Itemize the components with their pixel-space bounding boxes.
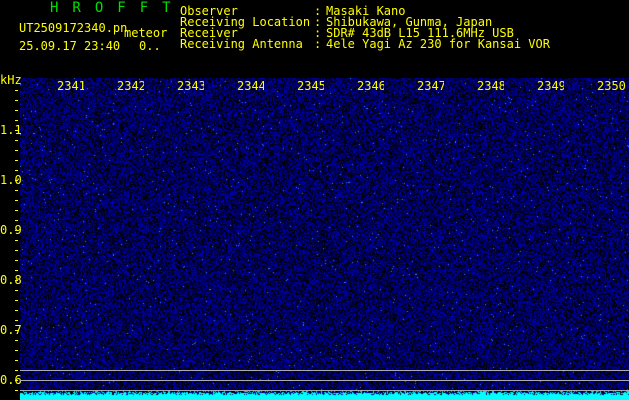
detection-type: meteor	[124, 27, 167, 39]
spectrogram	[20, 78, 629, 400]
y-tick-mark	[15, 90, 18, 91]
y-tick-label: 0.8	[0, 273, 22, 287]
y-tick-mark	[15, 280, 18, 281]
info-value: 4ele Yagi Az 230 for Kansai VOR	[326, 38, 550, 50]
y-tick-mark	[15, 230, 18, 231]
y-tick-label: 1.0	[0, 173, 22, 187]
y-tick-mark	[15, 180, 18, 181]
x-tick-label: 2350	[597, 79, 627, 93]
y-tick-mark	[15, 170, 18, 171]
x-tick-label: 2344	[237, 79, 264, 93]
x-tick-label: 2347	[417, 79, 444, 93]
x-tick-label: 2341	[57, 79, 84, 93]
filename: UT2509172340.pn	[19, 22, 127, 34]
x-tick-label: 2345	[297, 79, 324, 93]
info-colon: :	[314, 38, 321, 50]
y-tick-mark	[15, 270, 18, 271]
x-tick-label: 2342	[117, 79, 144, 93]
y-tick-mark	[15, 110, 18, 111]
y-tick-mark	[15, 250, 18, 251]
x-tick-label: 2346	[357, 79, 384, 93]
y-tick-mark	[15, 350, 18, 351]
y-tick-mark	[15, 120, 18, 121]
y-tick-mark	[15, 130, 18, 131]
y-tick-mark	[15, 140, 18, 141]
y-tick-mark	[15, 290, 18, 291]
y-tick-mark	[15, 370, 18, 371]
y-tick-mark	[15, 310, 18, 311]
y-tick-label: 0.7	[0, 323, 22, 337]
y-tick-label: 0.9	[0, 223, 22, 237]
y-tick-mark	[15, 360, 18, 361]
y-tick-mark	[15, 160, 18, 161]
y-tick-mark	[15, 210, 18, 211]
y-tick-label: 0.6	[0, 373, 22, 387]
datetime: 25.09.17 23:40	[19, 40, 120, 52]
marker-line	[20, 370, 629, 371]
y-tick-mark	[15, 190, 18, 191]
y-tick-mark	[15, 240, 18, 241]
y-tick-mark	[15, 380, 18, 381]
y-tick-mark	[15, 100, 18, 101]
x-tick-label: 2349	[537, 79, 564, 93]
y-unit-label: kHz	[0, 74, 22, 86]
y-tick-mark	[15, 300, 18, 301]
y-tick-mark	[15, 320, 18, 321]
x-tick-label: 2348	[477, 79, 504, 93]
y-tick-mark	[15, 390, 18, 391]
count: 0..	[139, 40, 161, 52]
y-tick-mark	[15, 220, 18, 221]
y-tick-label: 1.1	[0, 123, 22, 137]
x-tick-label: 2343	[177, 79, 204, 93]
y-tick-mark	[15, 260, 18, 261]
info-label: Receiving Antenna	[180, 38, 303, 50]
marker-line	[20, 390, 629, 391]
y-tick-mark	[15, 330, 18, 331]
y-tick-mark	[15, 200, 18, 201]
hrofft-logo: HROFFT	[50, 0, 185, 16]
y-tick-mark	[15, 340, 18, 341]
marker-line	[20, 380, 629, 381]
y-tick-mark	[15, 150, 18, 151]
